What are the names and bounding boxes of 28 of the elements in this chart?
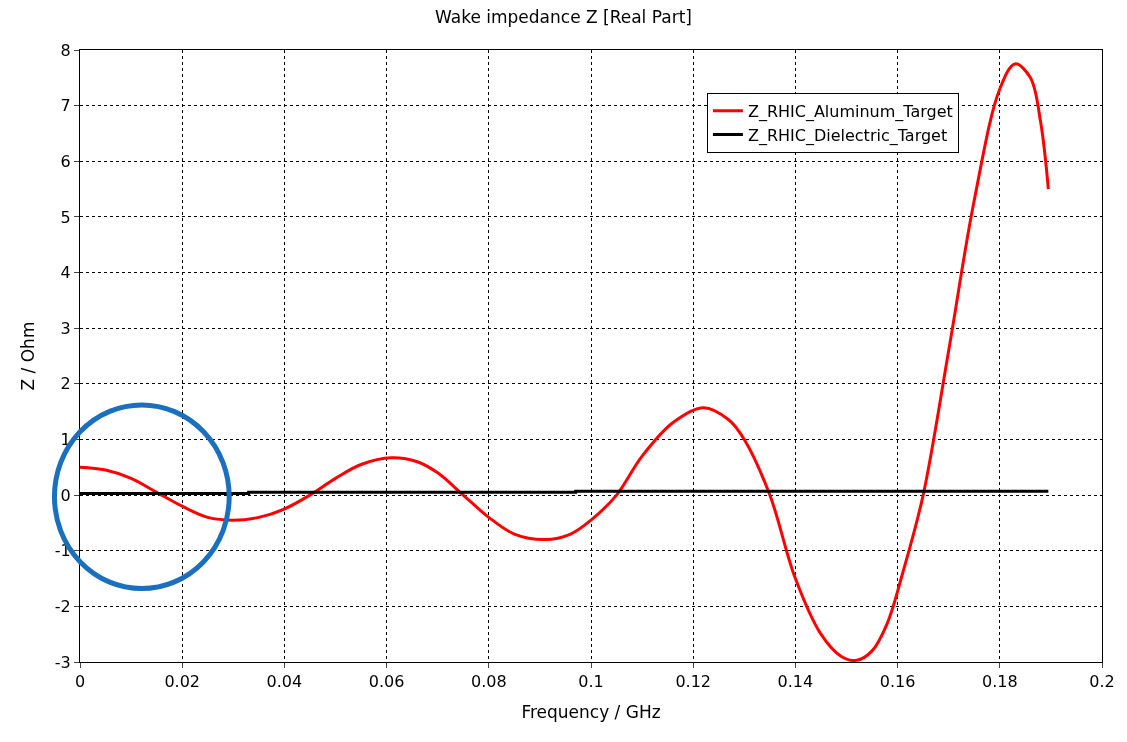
x-tick-label: 0.06 (368, 672, 405, 692)
x-tick-label: 0.2 (1089, 672, 1115, 692)
legend-label: Z_RHIC_Dielectric_Target (747, 125, 948, 146)
y-tick-label: 1 (60, 430, 71, 450)
legend-label: Z_RHIC_Aluminum_Target (747, 101, 953, 122)
y-tick-label: 8 (60, 40, 71, 60)
y-tick-label: 5 (60, 207, 71, 227)
x-tick-label: 0.12 (675, 672, 712, 692)
x-tick-label: 0.02 (164, 672, 201, 692)
y-tick-label: 3 (60, 318, 71, 338)
y-tick-label: 0 (60, 485, 71, 505)
y-tick-label: 6 (60, 151, 71, 171)
y-axis-title: Z / Ohm (18, 321, 39, 391)
x-axis-title: Frequency / GHz (521, 701, 661, 722)
x-tick-label: 0.18 (981, 672, 1018, 692)
y-tick-label: 4 (60, 263, 71, 283)
chart-title: Wake impedance Z [Real Part] (435, 7, 692, 28)
x-tick-label: 0 (74, 672, 86, 692)
y-tick-label: 2 (60, 374, 71, 394)
y-tick-label: -3 (54, 652, 71, 672)
line-series (80, 62, 1050, 662)
x-tick-label: 0.1 (578, 672, 604, 692)
x-tick-label: 0.08 (470, 672, 507, 692)
y-tick-label: -2 (54, 596, 71, 616)
x-tick-label: 0.14 (777, 672, 814, 692)
y-tick-label: 7 (60, 96, 71, 116)
x-tick-label: 0.04 (266, 672, 303, 692)
x-tick-label: 0.16 (879, 672, 916, 692)
